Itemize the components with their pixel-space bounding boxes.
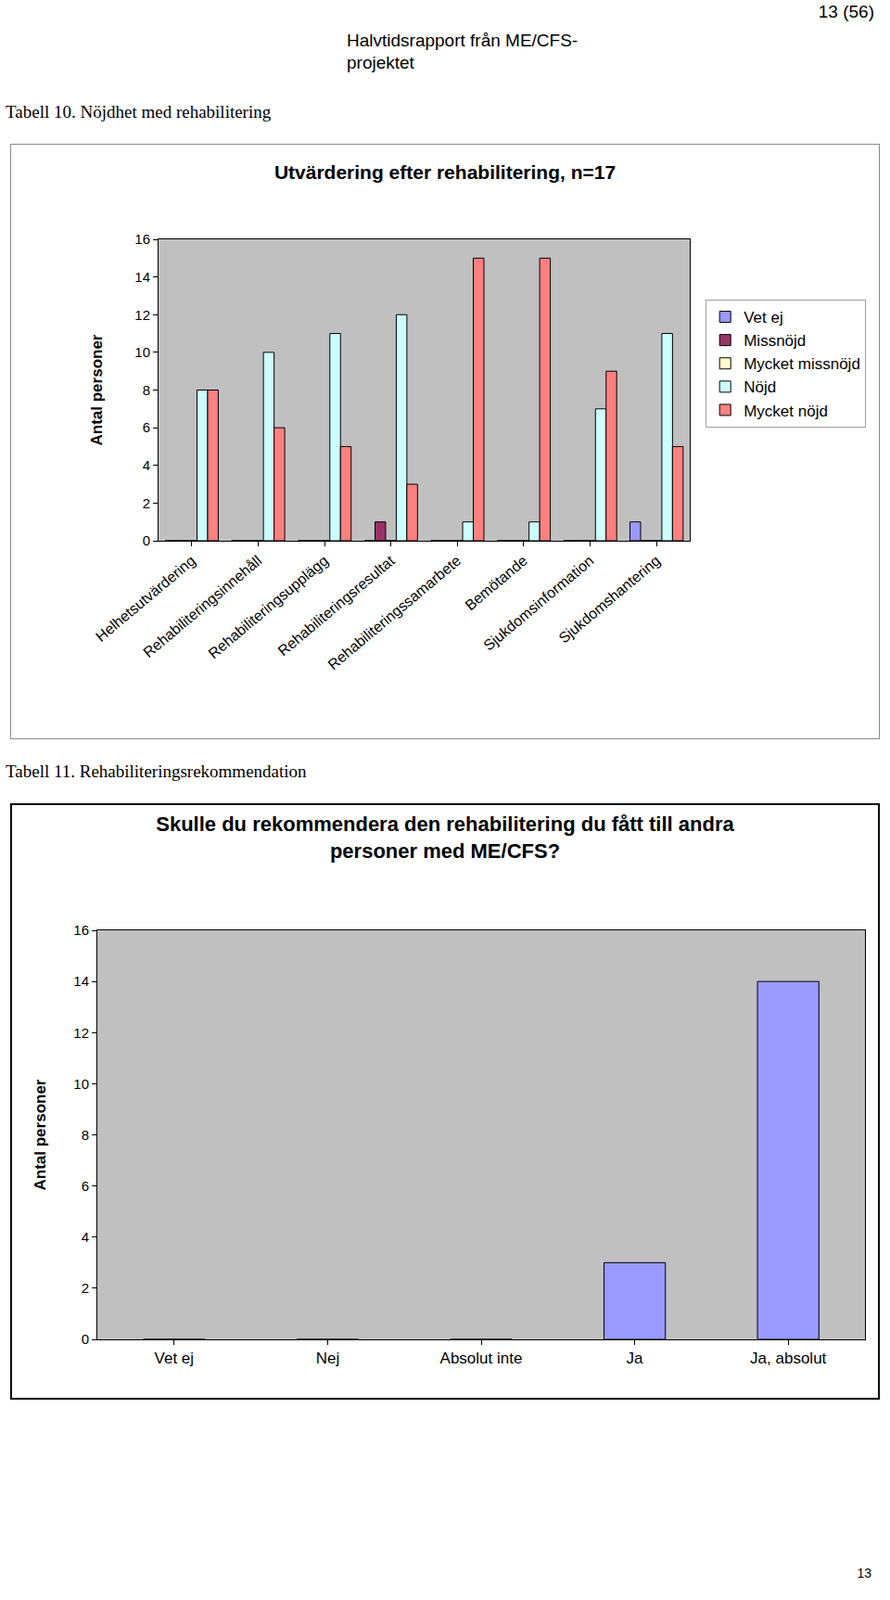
html-text:13 (56): 13 (56) xyxy=(818,1,875,22)
svg-text:16: 16 xyxy=(73,921,89,938)
svg-text:Skulle du rekommendera den reh: Skulle du rekommendera den rehabiliterin… xyxy=(155,812,735,863)
svg-text:Absolut inte: Absolut inte xyxy=(440,1348,523,1367)
svg-text:6: 6 xyxy=(81,1177,89,1194)
html-text:Halvtidsrapport från ME/CFS-: Halvtidsrapport från ME/CFS- xyxy=(346,30,578,51)
svg-text:Nej: Nej xyxy=(316,1348,341,1367)
html-text:Tabell 10. Nöjdhet med rehabil: Tabell 10. Nöjdhet med rehabilitering xyxy=(5,101,271,122)
svg-text:10: 10 xyxy=(73,1075,89,1092)
svg-text:Ja: Ja xyxy=(626,1348,645,1367)
svg-text:Utvärdering efter rehabiliteri: Utvärdering efter rehabilitering, n=17 xyxy=(274,161,616,183)
svg-text:0: 0 xyxy=(142,532,151,548)
svg-text:Vet ej: Vet ej xyxy=(743,308,784,327)
svg-text:Mycket nöjd: Mycket nöjd xyxy=(743,402,828,420)
html-text:13: 13 xyxy=(856,1564,872,1580)
svg-text:12: 12 xyxy=(73,1024,89,1041)
svg-text:Nöjd: Nöjd xyxy=(743,378,776,396)
svg-text:0: 0 xyxy=(81,1330,89,1347)
svg-text:4: 4 xyxy=(81,1228,89,1245)
svg-text:Rehabiliteringssamarbete: Rehabiliteringssamarbete xyxy=(324,552,464,674)
svg-text:16: 16 xyxy=(134,230,151,247)
svg-text:8: 8 xyxy=(81,1126,89,1143)
svg-text:Sjukdomsinformation: Sjukdomsinformation xyxy=(480,552,597,654)
svg-text:14: 14 xyxy=(134,268,151,285)
svg-text:Ja, absolut: Ja, absolut xyxy=(750,1348,827,1367)
svg-text:Antal personer: Antal personer xyxy=(88,333,106,445)
svg-text:2: 2 xyxy=(81,1279,89,1296)
svg-text:Antal personer: Antal personer xyxy=(31,1078,50,1190)
svg-text:Vet ej: Vet ej xyxy=(154,1348,195,1367)
svg-text:14: 14 xyxy=(73,972,89,989)
html-text:projektet: projektet xyxy=(346,52,415,73)
svg-text:Rehabiliteringsresultat: Rehabiliteringsresultat xyxy=(275,551,399,659)
svg-text:Rehabiliteringsinnehåll: Rehabiliteringsinnehåll xyxy=(139,552,265,662)
html-text:Tabell 11. Rehabiliteringsreko: Tabell 11. Rehabiliteringsrekommendation xyxy=(5,761,307,781)
svg-text:Sjukdomshantering: Sjukdomshantering xyxy=(555,552,663,647)
svg-text:Helhetsutvärdering: Helhetsutvärdering xyxy=(92,552,199,645)
svg-text:10: 10 xyxy=(134,343,151,360)
svg-text:Rehabiliteringsupplägg: Rehabiliteringsupplägg xyxy=(205,552,332,662)
svg-text:2: 2 xyxy=(142,495,151,511)
svg-text:Missnöjd: Missnöjd xyxy=(743,331,806,350)
svg-text:4: 4 xyxy=(142,457,151,473)
svg-text:Bemötande: Bemötande xyxy=(461,552,531,614)
svg-text:12: 12 xyxy=(134,306,151,323)
svg-text:6: 6 xyxy=(142,419,151,435)
svg-text:Mycket missnöjd: Mycket missnöjd xyxy=(743,355,861,373)
svg-text:8: 8 xyxy=(142,381,151,398)
